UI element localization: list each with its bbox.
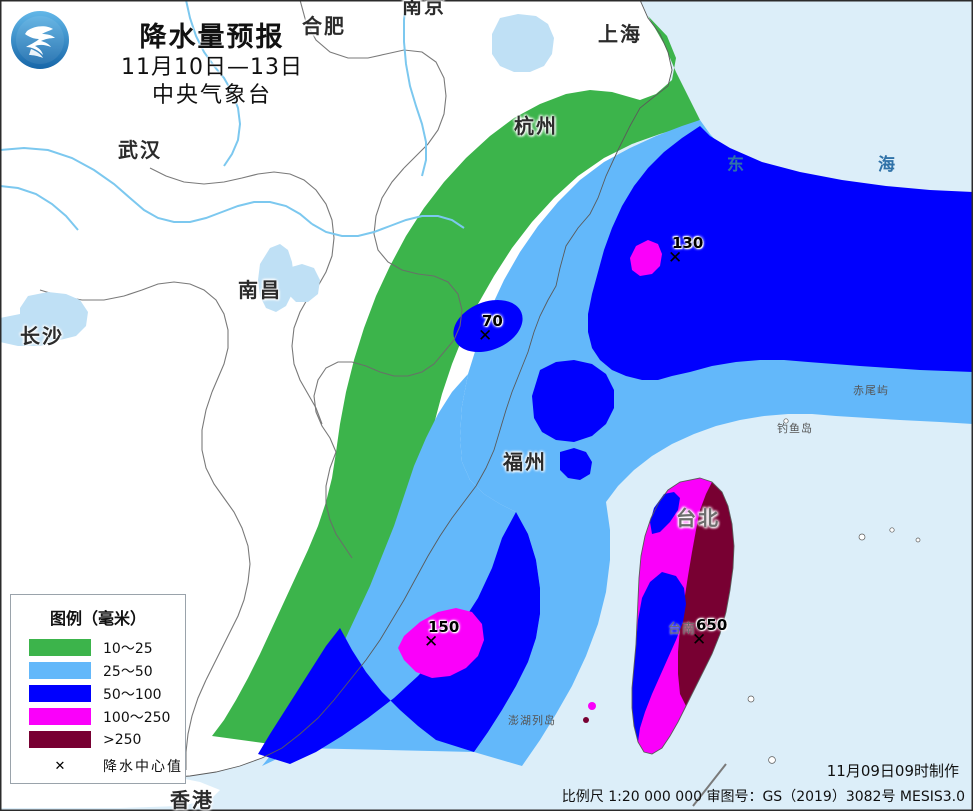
precip-center-value: 650 xyxy=(696,616,728,634)
taihu-lake xyxy=(492,14,554,72)
precip-center-x-icon: ✕ xyxy=(478,326,493,346)
legend-label-100-250: 100～250 xyxy=(103,709,171,726)
cma-dragon-logo xyxy=(11,11,69,69)
sea-label-east-2: 海 xyxy=(878,155,897,175)
legend-panel: 图例（毫米） 10～25 25～50 50～100 100～250 >250 ✕… xyxy=(10,594,186,784)
legend-item-50-100: 50～100 xyxy=(11,682,185,705)
legend-item-25-50: 25～50 xyxy=(11,659,185,682)
precip-blue-coastal-patch xyxy=(532,360,614,442)
legend-label-25-50: 25～50 xyxy=(103,663,153,680)
legend-item-gt-250: >250 xyxy=(11,728,185,751)
production-time: 11月09日09时制作 xyxy=(826,762,959,780)
legend-label-gt-250: >250 xyxy=(103,731,142,748)
city-label-wuhan: 武汉 xyxy=(118,138,162,162)
city-label-tainan: 台南 xyxy=(668,622,697,637)
legend-title: 图例（毫米） xyxy=(49,609,146,628)
city-label-hongkong: 香港 xyxy=(170,788,214,811)
city-label-fuzhou: 福州 xyxy=(503,450,547,474)
offshore-islands xyxy=(747,418,921,764)
scale-and-approval: 比例尺 1:20 000 000 审图号：GS（2019）3082号 MESIS… xyxy=(561,789,965,805)
forecast-date-range: 11月10日—13日 xyxy=(121,54,303,80)
taiwan-precip-50-100-northwest xyxy=(650,492,680,534)
legend-label-10-25: 10～25 xyxy=(103,640,153,657)
precip-band-50-100-southwest xyxy=(258,512,540,764)
poyang-lake-b xyxy=(284,264,320,302)
legend-item-10-25: 10～25 xyxy=(11,636,185,659)
legend-item-100-250: 100～250 xyxy=(11,705,185,728)
poyang-lake xyxy=(258,244,294,312)
precip-center-value: 150 xyxy=(428,618,460,636)
precip-blue-inner-lobe xyxy=(453,299,523,353)
precip-magenta-patch-north xyxy=(630,240,662,276)
precip-center-value: 70 xyxy=(482,312,503,330)
lakes xyxy=(0,14,554,346)
coastline xyxy=(159,0,735,779)
rivers xyxy=(0,0,465,237)
penghu-precip-dot-2 xyxy=(583,717,589,723)
page-title: 降水量预报 xyxy=(139,22,285,53)
legend-swatch-100-250 xyxy=(29,708,91,725)
legend-label-precip-center: 降水中心值 xyxy=(103,759,183,775)
island-label-penghu: 澎湖列岛 xyxy=(508,714,556,727)
precip-center-marker-650: 650 ✕ xyxy=(692,616,727,650)
taiwan-precip-gt-250 xyxy=(678,482,734,706)
sea-label-east-1: 东 xyxy=(727,155,746,175)
precip-center-x-icon: ✕ xyxy=(668,248,683,268)
legend-swatch-25-50 xyxy=(29,662,91,679)
precip-band-10-25 xyxy=(212,16,700,748)
legend-swatch-50-100 xyxy=(29,685,91,702)
precip-magenta-southwest xyxy=(398,608,484,678)
issuing-organization: 中央气象台 xyxy=(151,83,272,109)
title-block: 降水量预报 11月10日—13日 中央气象台 xyxy=(92,22,332,111)
city-label-hangzhou: 杭州 xyxy=(514,114,558,138)
city-label-nanjing: 南京 xyxy=(402,0,446,18)
legend-label-50-100: 50～100 xyxy=(103,686,162,703)
island-label-chiweiyu: 赤尾屿 xyxy=(853,384,889,397)
precip-center-marker-130: 130 ✕ xyxy=(668,234,703,268)
precip-center-x-icon: ✕ xyxy=(692,630,707,650)
legend-x-icon: ✕ xyxy=(54,758,66,774)
scale-bar-line xyxy=(692,763,727,807)
city-label-shanghai: 上海 xyxy=(598,22,642,46)
city-label-taipei: 台北 xyxy=(676,506,720,530)
penghu-precip-dot xyxy=(588,702,596,710)
precip-center-marker-150: 150 ✕ xyxy=(424,618,459,652)
taiwan-precip-50-100-center xyxy=(632,572,686,742)
province-borders xyxy=(39,0,463,770)
city-label-nanchang: 南昌 xyxy=(238,278,282,302)
precip-band-50-100-north xyxy=(588,126,973,380)
precip-center-x-icon: ✕ xyxy=(424,632,439,652)
precip-center-value: 130 xyxy=(672,234,704,252)
precip-blue-patch-fuzhou xyxy=(560,448,592,480)
legend-item-precip-center: ✕ 降水中心值 xyxy=(11,754,185,778)
island-label-diaoyudao: 钓鱼岛 xyxy=(777,422,813,435)
city-label-hefei: 合肥 xyxy=(302,14,346,38)
legend-swatch-gt-250 xyxy=(29,731,91,748)
legend-swatch-10-25 xyxy=(29,639,91,656)
dongting-lake-b xyxy=(0,314,62,346)
precip-center-marker-70: 70 ✕ xyxy=(478,312,503,346)
city-label-changsha: 长沙 xyxy=(20,324,64,348)
